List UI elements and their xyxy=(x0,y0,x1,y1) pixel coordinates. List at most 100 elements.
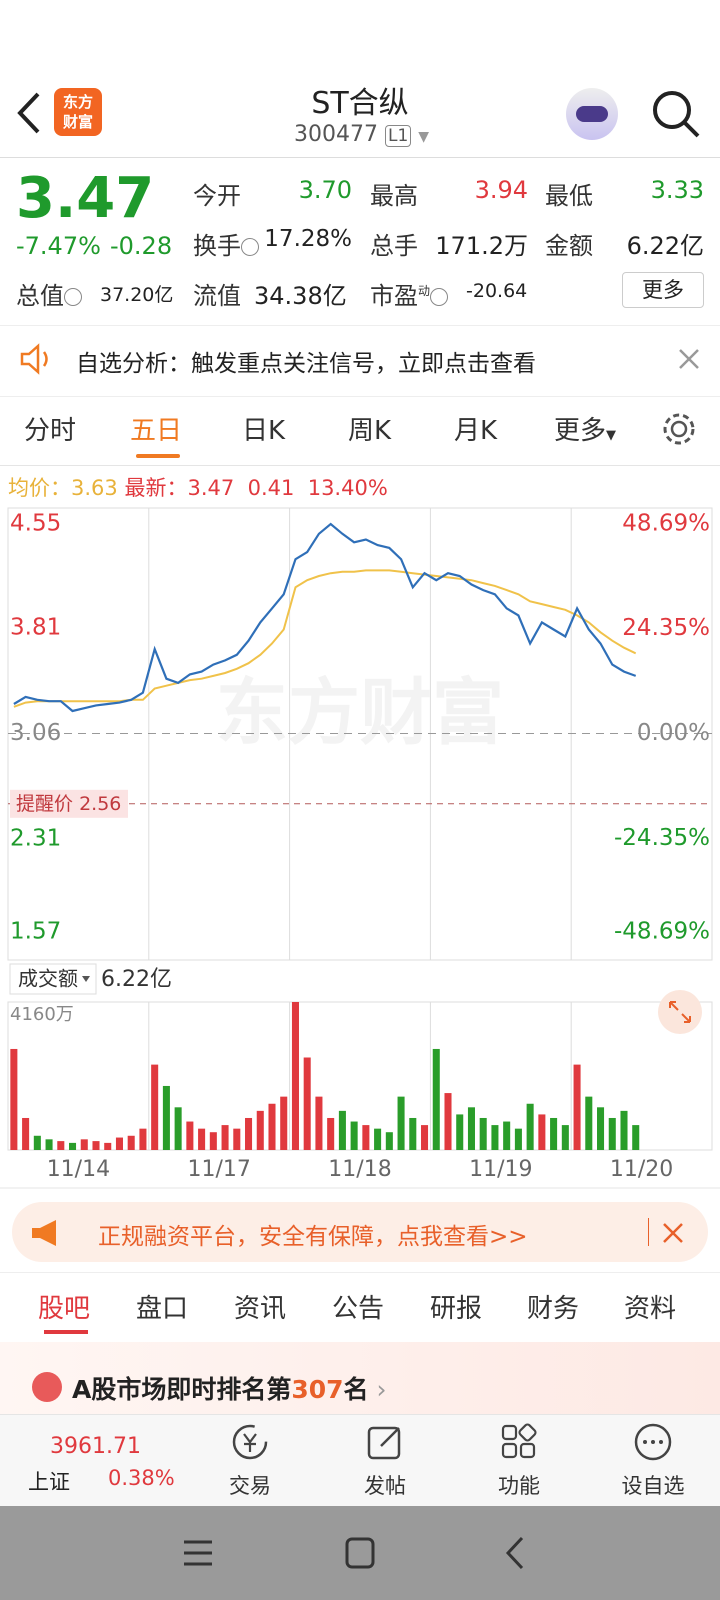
index-name[interactable]: 上证 xyxy=(28,1470,70,1494)
volume-bar xyxy=(503,1121,511,1150)
system-nav xyxy=(0,1506,720,1600)
search-icon[interactable] xyxy=(650,88,702,140)
assistant-avatar[interactable] xyxy=(566,88,618,140)
reminder-text: 提醒价 xyxy=(16,792,73,814)
divider xyxy=(0,1272,720,1273)
latest-change: 0.41 xyxy=(247,476,295,500)
function-icon[interactable] xyxy=(499,1422,539,1462)
banner[interactable] xyxy=(12,1202,708,1262)
settings-icon[interactable] xyxy=(660,410,698,448)
volume-frame xyxy=(7,1001,713,1151)
tab[interactable]: 分时 xyxy=(24,416,77,446)
volume-bar xyxy=(69,1142,77,1150)
text: 名 xyxy=(343,1375,369,1404)
volume-bar xyxy=(385,1132,393,1150)
more-button[interactable]: 更多 xyxy=(622,272,704,308)
notice-bar[interactable] xyxy=(0,325,720,397)
trade-icon[interactable] xyxy=(230,1422,270,1462)
volume-bar xyxy=(526,1103,534,1150)
stat-label: 总手 xyxy=(370,232,418,260)
volume-bar xyxy=(362,1125,370,1150)
label: 市盈 xyxy=(370,282,418,310)
stat-label: 最高 xyxy=(370,182,418,210)
stat-value: 171.2万 xyxy=(435,232,528,260)
volume-bar xyxy=(608,1117,616,1150)
expand-icon xyxy=(669,1001,691,1023)
ranking-bar[interactable] xyxy=(0,1342,720,1414)
volume-bar xyxy=(514,1128,522,1150)
volume-bar xyxy=(233,1128,241,1150)
tab[interactable]: 五日 xyxy=(130,416,183,446)
x-tick-label: 11/17 xyxy=(187,1157,250,1182)
nav-item[interactable]: 功能 xyxy=(498,1474,540,1498)
y-tick-label: 2.31 xyxy=(10,825,61,851)
nav-item[interactable]: 设自选 xyxy=(621,1474,685,1498)
divider xyxy=(0,465,720,466)
volume-bar xyxy=(198,1128,206,1150)
volume-bar xyxy=(573,1064,581,1150)
index-value[interactable]: 3961.71 xyxy=(50,1434,141,1459)
tab[interactable]: 周K xyxy=(348,416,392,446)
ranking-icon xyxy=(32,1372,62,1402)
section-tab[interactable]: 资料 xyxy=(624,1294,677,1324)
reminder-value: 2.56 xyxy=(79,792,121,814)
volume-bar xyxy=(479,1117,487,1150)
close-icon[interactable] xyxy=(662,1222,684,1244)
section-tab[interactable]: 财务 xyxy=(527,1294,580,1324)
y2-tick-label: 0.00% xyxy=(637,720,710,746)
index-change[interactable]: 0.38% xyxy=(108,1466,175,1490)
stat-value: 3.94 xyxy=(474,176,528,204)
rank: 307 xyxy=(291,1375,344,1404)
stat-value: 37.20亿 xyxy=(100,284,174,306)
section-tab[interactable]: 资讯 xyxy=(234,1294,287,1324)
tab[interactable]: 更多▼ xyxy=(554,416,617,446)
watchlist-icon[interactable] xyxy=(633,1422,673,1462)
chart-info: 均价：3.63 最新：3.47 0.41 13.40% xyxy=(8,472,388,502)
volume-bar xyxy=(444,1093,452,1150)
stat-label: 总值 xyxy=(16,276,82,311)
volume-bar xyxy=(327,1117,335,1150)
section-tab[interactable]: 股吧 xyxy=(38,1294,91,1324)
stat-label: 金额 xyxy=(545,232,593,260)
stat-label: 流值 xyxy=(193,282,241,310)
back-icon[interactable] xyxy=(14,90,44,136)
volume-bar xyxy=(151,1064,159,1150)
y2-tick-label: -48.69% xyxy=(614,919,710,945)
volume-bar xyxy=(538,1114,546,1150)
info-icon[interactable] xyxy=(241,238,259,256)
stat-value: 3.70 xyxy=(298,176,352,204)
volume-bar xyxy=(397,1096,405,1150)
section-tab[interactable]: 公告 xyxy=(332,1294,385,1324)
section-tab[interactable]: 盘口 xyxy=(136,1294,189,1324)
volume-bar xyxy=(209,1132,217,1150)
latest-label: 最新： xyxy=(124,476,188,500)
latest-value: 3.47 xyxy=(187,476,235,500)
post-icon[interactable] xyxy=(365,1422,405,1462)
change: -0.28 xyxy=(110,232,173,260)
info-icon[interactable] xyxy=(64,288,82,306)
tab[interactable]: 月K xyxy=(454,416,498,446)
volume-bar xyxy=(456,1114,464,1150)
code: 300477 xyxy=(294,122,378,147)
volume-bar xyxy=(57,1141,65,1150)
ranking-text[interactable]: A股市场即时排名第307名 › xyxy=(72,1375,387,1404)
nav-item[interactable]: 发帖 xyxy=(364,1474,406,1498)
active-tab-indicator xyxy=(136,454,180,458)
close-icon[interactable] xyxy=(678,348,700,370)
section-tab[interactable]: 研报 xyxy=(430,1294,483,1324)
logo[interactable]: 东方 财富 xyxy=(54,88,102,136)
notice-text[interactable]: 自选分析：触发重点关注信号，立即点击查看 xyxy=(76,351,536,377)
avg-value: 3.63 xyxy=(71,476,118,500)
nav-item[interactable]: 交易 xyxy=(229,1474,271,1498)
volume-bar xyxy=(491,1125,499,1150)
expand-button xyxy=(658,990,702,1034)
level-badge: L1 xyxy=(384,125,412,147)
volume-bar xyxy=(421,1125,429,1150)
info-icon[interactable] xyxy=(430,288,449,306)
volume-label: 成交额 xyxy=(18,967,78,991)
tab[interactable]: 日K xyxy=(242,416,286,446)
volume-bar xyxy=(174,1107,182,1150)
banner-text[interactable]: 正规融资平台，安全有保障，点我查看>> xyxy=(98,1224,528,1250)
volume-bar xyxy=(245,1117,253,1150)
